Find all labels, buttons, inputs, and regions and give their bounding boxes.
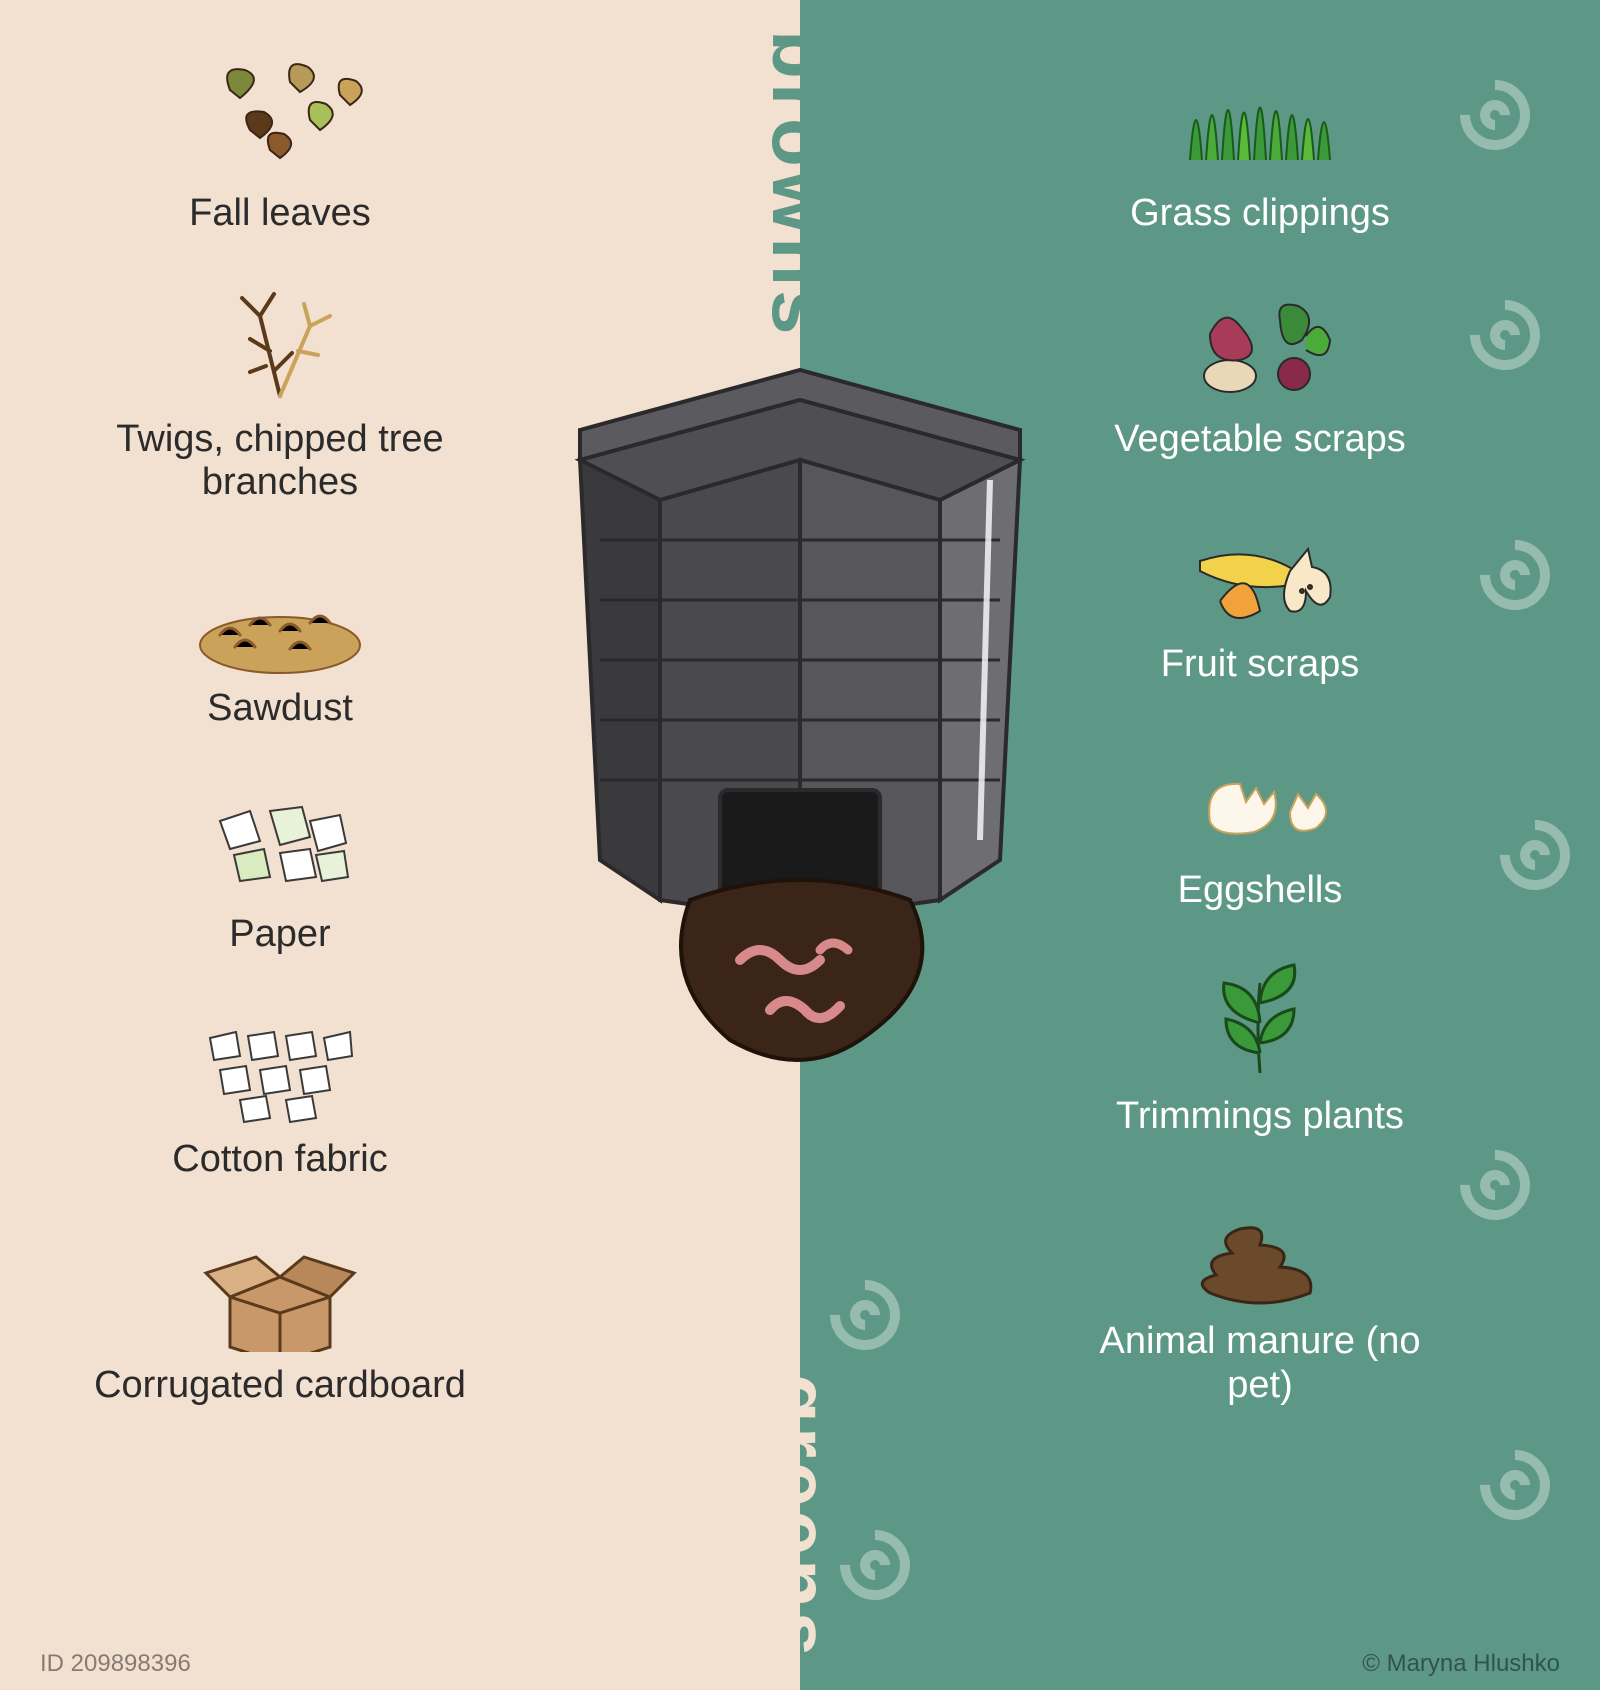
- cardboard-icon: [180, 1232, 380, 1352]
- browns-title: browns: [754, 30, 846, 338]
- trimmings-icon: [1160, 963, 1360, 1083]
- sawdust-icon: [180, 555, 380, 675]
- cardboard-item: Corrugated cardboard: [94, 1232, 466, 1408]
- fruit-label: Fruit scraps: [1161, 643, 1359, 687]
- manure-icon: [1160, 1188, 1360, 1308]
- paper-icon: [180, 781, 380, 901]
- fruit-item: Fruit scraps: [1160, 511, 1360, 687]
- eggshells-label: Eggshells: [1178, 869, 1343, 913]
- trimmings-label: Trimmings plants: [1116, 1095, 1404, 1139]
- eggshells-icon: [1160, 737, 1360, 857]
- cotton-fabric-item: Cotton fabric: [172, 1006, 387, 1182]
- manure-item: Animal manure (no pet): [1070, 1188, 1450, 1407]
- image-id: ID 209898396: [40, 1650, 191, 1678]
- trimmings-item: Trimmings plants: [1116, 963, 1404, 1139]
- cotton-fabric-label: Cotton fabric: [172, 1138, 387, 1182]
- browns-list: Fall leaves Twigs, chipped tree branches S…: [70, 60, 490, 1408]
- eggshells-item: Eggshells: [1160, 737, 1360, 913]
- veg-label: Vegetable scraps: [1114, 418, 1406, 462]
- paper-label: Paper: [229, 913, 330, 957]
- paper-item: Paper: [180, 781, 380, 957]
- fall-leaves-item: Fall leaves: [180, 60, 380, 236]
- grass-icon: [1160, 60, 1360, 180]
- greens-title: greens: [754, 1374, 846, 1660]
- fall-leaves-icon: [180, 60, 380, 180]
- compost-bin-icon: [520, 340, 1080, 1100]
- cotton-fabric-icon: [180, 1006, 380, 1126]
- twigs-item: Twigs, chipped tree branches: [90, 286, 470, 505]
- veg-item: Vegetable scraps: [1114, 286, 1406, 462]
- fruit-icon: [1160, 511, 1360, 631]
- twigs-label: Twigs, chipped tree branches: [90, 418, 470, 505]
- credit-label: © Maryna Hlushko: [1362, 1650, 1560, 1678]
- sawdust-item: Sawdust: [180, 555, 380, 731]
- cardboard-label: Corrugated cardboard: [94, 1364, 466, 1408]
- manure-label: Animal manure (no pet): [1070, 1320, 1450, 1407]
- twigs-icon: [180, 286, 380, 406]
- greens-list: Grass clippings Vegetable scraps Fruit scr…: [1050, 60, 1470, 1408]
- veg-icon: [1160, 286, 1360, 406]
- grass-label: Grass clippings: [1130, 192, 1390, 236]
- grass-item: Grass clippings: [1130, 60, 1390, 236]
- fall-leaves-label: Fall leaves: [189, 192, 371, 236]
- sawdust-label: Sawdust: [207, 687, 353, 731]
